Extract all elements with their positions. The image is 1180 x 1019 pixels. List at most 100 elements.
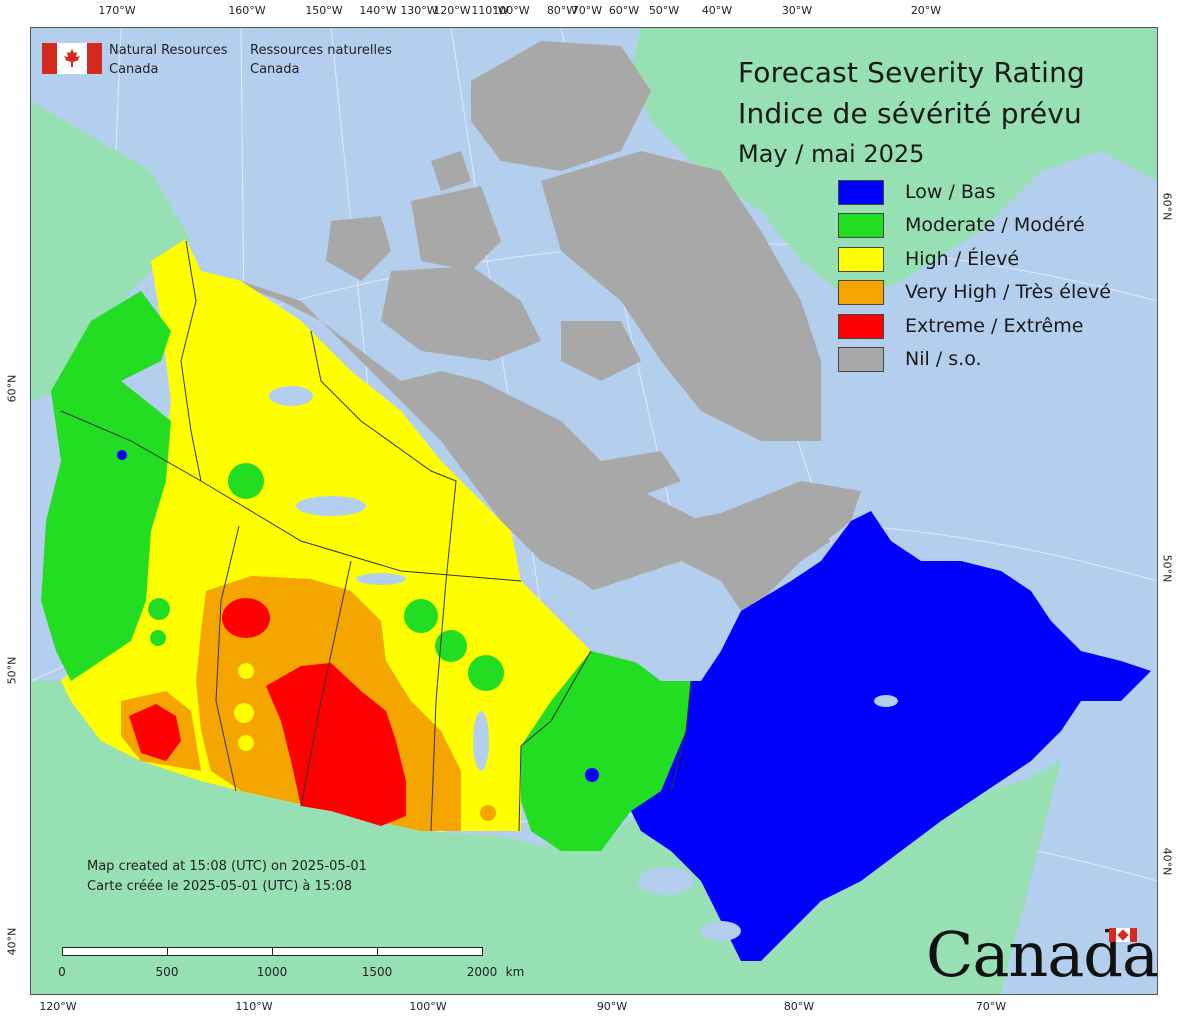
lat-tick-right: 50°N <box>1160 554 1174 583</box>
created-note-en: Map created at 15:08 (UTC) on 2025-05-01 <box>87 859 367 874</box>
forecast-map <box>30 27 1158 995</box>
scale-segment <box>62 947 168 956</box>
arctic-island <box>411 186 501 271</box>
lake <box>473 711 489 771</box>
lat-tick-left: 40°N <box>5 927 19 956</box>
lon-tick-top: 140°W <box>359 4 397 17</box>
region-moderate-spot <box>404 599 438 633</box>
legend-swatch <box>838 213 884 239</box>
lon-tick-bottom: 80°W <box>783 1000 815 1013</box>
legend-swatch <box>838 346 884 372</box>
alaska <box>31 101 191 401</box>
region-very-high-spot <box>480 805 496 821</box>
region-moderate-spot <box>150 630 166 646</box>
lake <box>269 386 313 406</box>
lon-tick-top: 150°W <box>305 4 343 17</box>
united-states <box>31 681 1061 994</box>
arctic-island <box>381 266 541 361</box>
scale-label: 500 <box>155 965 179 979</box>
scale-segment <box>272 947 378 956</box>
lat-tick-right: 40°N <box>1160 847 1174 876</box>
arctic-islands <box>326 41 821 496</box>
lon-tick-top: 110°W <box>471 4 509 17</box>
lon-tick-top: 40°W <box>701 4 733 17</box>
lon-tick-top: 100°W <box>492 4 530 17</box>
map-title: Forecast Severity Rating Indice de sévér… <box>738 52 1085 174</box>
region-moderate-spot <box>148 598 170 620</box>
region-high-spot <box>234 703 254 723</box>
arctic-island <box>326 216 391 281</box>
lon-tick-bottom: 100°W <box>409 1000 447 1013</box>
lon-tick-top: 50°W <box>648 4 680 17</box>
scale-label: 2000 <box>466 965 498 979</box>
arctic-island <box>561 321 641 381</box>
lon-tick-bottom: 90°W <box>596 1000 628 1013</box>
lon-tick-top: 130°W <box>400 4 438 17</box>
wordmark-flag-icon <box>1109 928 1137 942</box>
legend-swatch <box>838 180 884 205</box>
lat-tick-right: 60°N <box>1160 192 1174 221</box>
legend-swatch <box>838 313 884 339</box>
lon-tick-bottom: 70°W <box>975 1000 1007 1013</box>
border-line <box>518 650 592 832</box>
lon-tick-top: 80°W <box>546 4 578 17</box>
lon-tick-top: 60°W <box>608 4 640 17</box>
mainland-nil-east <box>681 501 831 591</box>
region-moderate-spot <box>435 630 467 662</box>
org-name-en: Natural Resources Canada <box>109 43 228 77</box>
lakes <box>269 386 898 941</box>
lake <box>638 867 694 895</box>
arctic-island <box>471 41 651 171</box>
region-extreme-spot <box>222 598 270 638</box>
provincial-borders <box>60 240 692 832</box>
legend-label: Moderate / Modéré <box>905 214 1085 237</box>
maple-leaf-icon <box>64 49 80 67</box>
creation-notes: Map created at 15:08 (UTC) on 2025-05-01… <box>87 857 367 897</box>
lon-tick-top: 30°W <box>781 4 813 17</box>
lon-tick-top: 120°W <box>433 4 471 17</box>
lon-tick-top: 170°W <box>98 4 136 17</box>
created-note-fr: Carte créée le 2025-05-01 (UTC) à 15:08 <box>87 879 352 894</box>
lon-tick-bottom: 120°W <box>39 1000 77 1013</box>
legend-label: Nil / s.o. <box>905 347 982 370</box>
arctic-island <box>541 151 821 441</box>
region-moderate-spot <box>468 655 504 691</box>
border-line <box>300 560 352 807</box>
region-low <box>631 511 1151 961</box>
lake <box>701 921 741 941</box>
lon-tick-top: 20°W <box>910 4 942 17</box>
org-name-fr: Ressources naturelles Canada <box>250 43 392 77</box>
legend-label: Extreme / Extrême <box>905 314 1084 337</box>
canada-wordmark: Canada <box>926 920 1159 990</box>
arctic-island <box>431 151 471 191</box>
canada-flag-icon <box>42 43 102 74</box>
scale-unit: km <box>505 965 525 979</box>
region-extreme-bc <box>129 704 181 761</box>
title-en: Forecast Severity Rating <box>738 56 1085 89</box>
region-high-spot <box>238 735 254 751</box>
region-low-spot <box>117 450 127 460</box>
scale-label: 1000 <box>256 965 288 979</box>
map-canvas <box>31 28 1157 994</box>
title-date: May / mai 2025 <box>738 140 925 168</box>
scale-segment <box>167 947 273 956</box>
lon-tick-top: 70°W <box>571 4 603 17</box>
region-high <box>61 239 591 831</box>
legend-label: Very High / Très élevé <box>905 281 1111 304</box>
lake <box>296 496 366 516</box>
lat-tick-left: 60°N <box>5 374 19 403</box>
border-line <box>310 330 457 582</box>
lake <box>356 573 406 585</box>
hudson-bay <box>561 561 741 681</box>
border-line <box>215 525 240 792</box>
legend-label: High / Élevé <box>905 247 1020 270</box>
title-fr: Indice de sévérité prévu <box>738 97 1082 130</box>
lat-tick-left: 50°N <box>5 656 19 685</box>
region-high-spot <box>238 663 254 679</box>
region-extreme <box>266 663 406 826</box>
region-moderate-bc <box>41 291 171 681</box>
border-line <box>60 410 522 582</box>
border-line <box>670 680 692 792</box>
region-low-spot <box>585 768 599 782</box>
region-moderate-spot <box>228 463 264 499</box>
